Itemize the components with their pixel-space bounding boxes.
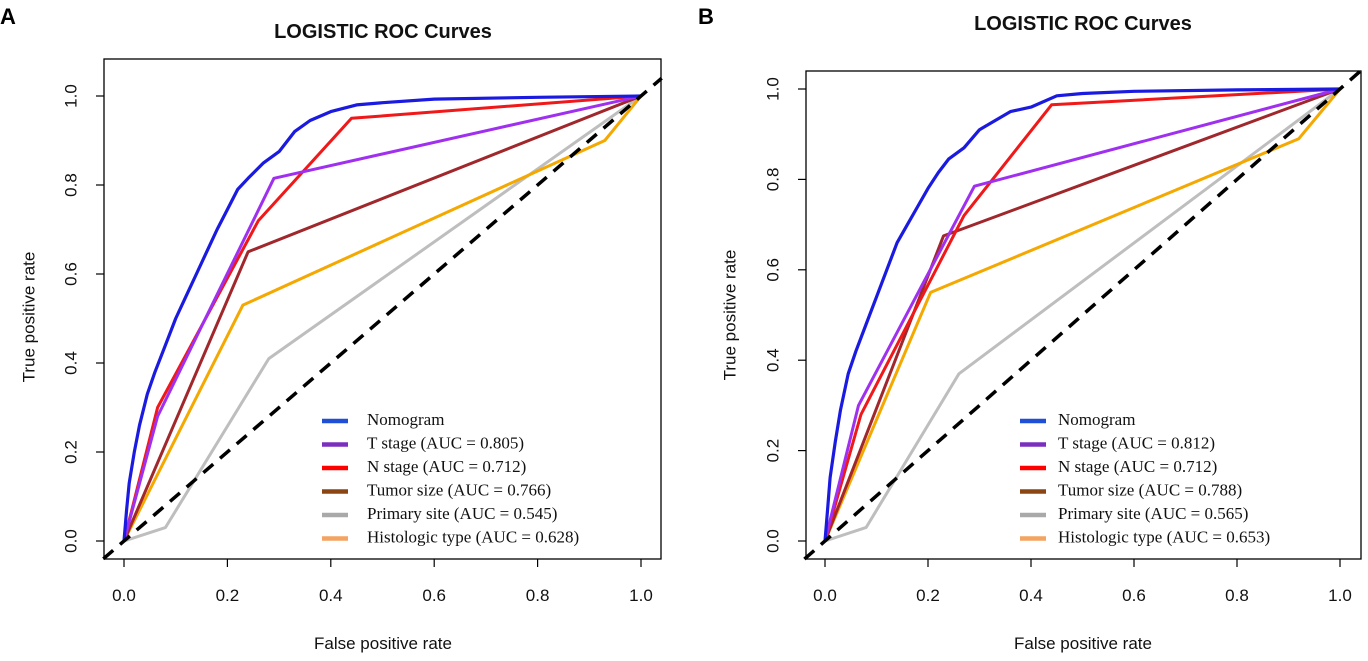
series-line-t-stage [122, 94, 642, 542]
series-lines [122, 94, 643, 543]
series-line-tumor-size [122, 94, 642, 542]
x-tick-label: 0.0 [813, 586, 837, 605]
legend-entry: Primary site (AUC = 0.545) [367, 504, 557, 523]
series-lines [823, 87, 1342, 543]
panel-a: A LOGISTIC ROC Curves 0.0 0.2 0.4 0.6 0.8 1.0 0.… [0, 4, 663, 653]
series-line-nomogram [823, 87, 1341, 542]
series-line-histologic-type [823, 88, 1342, 542]
y-tick-label: 0.0 [763, 529, 782, 553]
y-tick-label: 0.4 [763, 348, 782, 372]
y-tick-label: 0.4 [61, 351, 80, 375]
x-tick-label: 0.2 [216, 586, 240, 605]
legend-entry: Tumor size (AUC = 0.788) [1058, 480, 1242, 499]
y-tick-label: 0.2 [763, 439, 782, 463]
plot-frame [805, 70, 1362, 560]
series-line-n-stage [122, 94, 642, 542]
x-tick-label: 0.8 [1225, 586, 1249, 605]
legend-entry: Histologic type (AUC = 0.653) [1058, 527, 1270, 546]
y-tick-label: 0.6 [61, 262, 80, 286]
series-line-primary-site [123, 94, 642, 543]
series-line-histologic-type [122, 95, 643, 542]
x-tick-label: 0.2 [916, 586, 940, 605]
legend-entry: Primary site (AUC = 0.565) [1058, 504, 1248, 523]
series-line-nomogram [122, 94, 642, 542]
panel-b: B LOGISTIC ROC Curves 0.0 0.2 0.4 0.6 0.8 1.0 0.… [698, 4, 1362, 653]
legend: Nomogram T stage (AUC = 0.805) N stage (AU… [322, 410, 579, 546]
y-axis-title: True positive rate [720, 250, 739, 381]
y-tick-label: 1.0 [763, 77, 782, 101]
y-tick-label: 0.6 [763, 258, 782, 282]
legend-entry: N stage (AUC = 0.712) [367, 457, 526, 476]
y-tick-label: 0.0 [61, 529, 80, 553]
panel-label: B [698, 4, 714, 29]
legend-entry: T stage (AUC = 0.805) [367, 433, 524, 452]
legend-entry: Nomogram [367, 410, 444, 429]
series-line-t-stage [823, 87, 1341, 542]
legend-entry: Histologic type (AUC = 0.628) [367, 527, 579, 546]
x-tick-label: 1.0 [1328, 586, 1352, 605]
diagonal-reference-line [102, 76, 663, 561]
series-line-tumor-size [823, 87, 1341, 542]
x-tick-label: 0.4 [319, 586, 343, 605]
legend: Nomogram T stage (AUC = 0.812) N stage (AU… [1020, 410, 1270, 546]
x-tick-label: 0.4 [1019, 586, 1043, 605]
x-axis-title: False positive rate [1014, 634, 1152, 653]
series-line-n-stage [823, 87, 1341, 542]
panel-label: A [0, 4, 16, 29]
x-tick-label: 1.0 [629, 586, 653, 605]
x-axis-title: False positive rate [314, 634, 452, 653]
y-tick-label: 1.0 [61, 84, 80, 108]
legend-entry: Tumor size (AUC = 0.766) [367, 480, 551, 499]
series-line-primary-site [824, 87, 1341, 543]
x-tick-label: 0.6 [1122, 586, 1146, 605]
legend-entry: Nomogram [1058, 410, 1135, 429]
y-axis-title: True positive rate [19, 252, 38, 383]
y-tick-label: 0.8 [61, 173, 80, 197]
y-tick-label: 0.2 [61, 440, 80, 464]
plot-frame [103, 58, 662, 560]
x-tick-label: 0.0 [112, 586, 136, 605]
diagonal-reference-line [803, 69, 1362, 561]
x-tick-label: 0.6 [422, 586, 446, 605]
legend-entry: T stage (AUC = 0.812) [1058, 433, 1215, 452]
legend-entry: N stage (AUC = 0.712) [1058, 457, 1217, 476]
chart-title: LOGISTIC ROC Curves [974, 13, 1192, 35]
x-tick-label: 0.8 [526, 586, 550, 605]
chart-title: LOGISTIC ROC Curves [274, 21, 492, 43]
y-tick-label: 0.8 [763, 168, 782, 192]
